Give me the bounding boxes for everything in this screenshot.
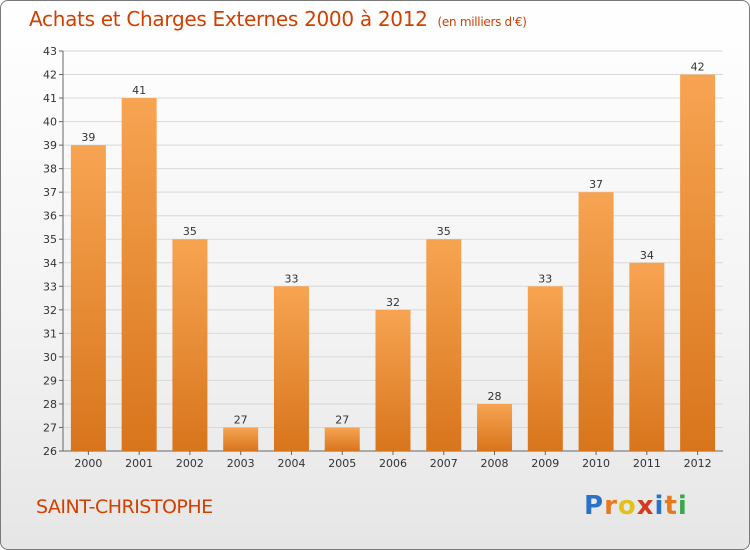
y-tick-label: 39: [43, 139, 57, 152]
x-tick-label: 2007: [430, 457, 458, 470]
y-tick-label: 37: [43, 186, 57, 199]
bar-value-label: 33: [538, 272, 552, 285]
bar: [375, 309, 411, 451]
logo-letter: r: [604, 491, 618, 521]
y-tick-label: 32: [43, 304, 57, 317]
x-tick-label: 2012: [684, 457, 712, 470]
bar: [121, 98, 157, 451]
y-tick-label: 34: [43, 257, 57, 270]
bar-value-label: 37: [589, 178, 603, 191]
bar: [426, 239, 462, 451]
x-tick-label: 2002: [176, 457, 204, 470]
bar-value-label: 34: [640, 249, 654, 262]
bar: [578, 192, 614, 452]
y-tick-label: 42: [43, 69, 57, 82]
y-tick-label: 31: [43, 327, 57, 340]
logo-letter: i: [677, 491, 688, 521]
x-tick-label: 2003: [227, 457, 255, 470]
bar-value-label: 39: [81, 131, 95, 144]
bar-value-label: 35: [437, 225, 451, 238]
x-tick-label: 2001: [125, 457, 153, 470]
y-tick-label: 28: [43, 398, 57, 411]
x-tick-label: 2009: [531, 457, 559, 470]
x-tick-label: 2010: [582, 457, 610, 470]
logo-letter: i: [654, 491, 665, 521]
y-tick-label: 26: [43, 445, 57, 458]
x-tick-label: 2006: [379, 457, 407, 470]
y-tick-label: 35: [43, 233, 57, 246]
bar: [324, 427, 360, 451]
logo-letter: o: [617, 491, 637, 521]
bar-value-label: 33: [284, 272, 298, 285]
logo-letter: x: [636, 491, 655, 521]
x-tick-label: 2005: [328, 457, 356, 470]
bar: [172, 239, 208, 451]
bar: [680, 74, 716, 451]
logo-letter: t: [664, 491, 678, 521]
bar: [477, 403, 513, 451]
bar-value-label: 27: [335, 413, 349, 426]
x-tick-label: 2011: [633, 457, 661, 470]
x-tick-label: 2004: [277, 457, 305, 470]
proxiti-logo: Proxiti: [584, 491, 688, 521]
y-tick-label: 30: [43, 351, 57, 364]
bar: [70, 145, 106, 451]
chart-title: Achats et Charges Externes 2000 à 2012 (e…: [29, 7, 527, 31]
bar-value-label: 35: [183, 225, 197, 238]
x-tick-label: 2008: [481, 457, 509, 470]
bar-value-label: 28: [488, 390, 502, 403]
x-tick-label: 2000: [74, 457, 102, 470]
location-name: SAINT-CHRISTOPHE: [36, 496, 213, 518]
y-tick-label: 38: [43, 163, 57, 176]
bar-value-label: 27: [234, 413, 248, 426]
bar: [629, 262, 665, 451]
y-tick-label: 43: [43, 45, 57, 58]
bar: [273, 286, 309, 451]
y-tick-label: 29: [43, 374, 57, 387]
bar-value-label: 32: [386, 296, 400, 309]
y-tick-label: 36: [43, 210, 57, 223]
y-tick-label: 40: [43, 116, 57, 129]
y-tick-label: 41: [43, 92, 57, 105]
bar-value-label: 41: [132, 84, 146, 97]
chart-title-text: Achats et Charges Externes 2000 à 2012: [29, 7, 428, 31]
bar: [527, 286, 563, 451]
logo-letter: P: [584, 491, 605, 521]
bar-value-label: 42: [691, 61, 705, 74]
bar: [223, 427, 259, 451]
y-tick-label: 33: [43, 280, 57, 293]
chart-unit: (en milliers d'€): [437, 15, 527, 29]
y-tick-label: 27: [43, 421, 57, 434]
